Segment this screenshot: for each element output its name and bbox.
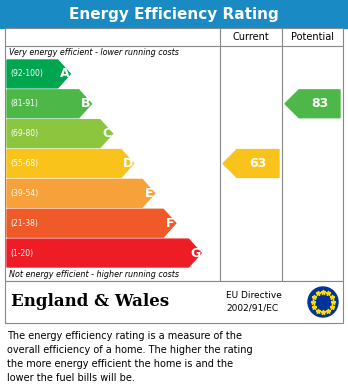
Text: Not energy efficient - higher running costs: Not energy efficient - higher running co…	[9, 270, 179, 279]
Polygon shape	[7, 150, 134, 178]
Text: Very energy efficient - lower running costs: Very energy efficient - lower running co…	[9, 48, 179, 57]
Text: EU Directive
2002/91/EC: EU Directive 2002/91/EC	[226, 291, 282, 313]
Text: Potential: Potential	[291, 32, 334, 42]
Polygon shape	[7, 179, 155, 207]
Bar	[5, 281, 343, 323]
Text: 83: 83	[311, 97, 328, 110]
Bar	[5, 28, 343, 281]
Text: (39-54): (39-54)	[10, 189, 38, 198]
Text: D: D	[123, 157, 133, 170]
Text: G: G	[190, 247, 200, 260]
Text: Energy Efficiency Rating: Energy Efficiency Rating	[69, 7, 279, 22]
Text: (81-91): (81-91)	[10, 99, 38, 108]
Text: Current: Current	[232, 32, 269, 42]
Text: C: C	[102, 127, 111, 140]
Polygon shape	[223, 150, 279, 178]
Text: F: F	[166, 217, 174, 230]
Text: The energy efficiency rating is a measure of the
overall efficiency of a home. T: The energy efficiency rating is a measur…	[7, 331, 253, 383]
Polygon shape	[7, 239, 201, 267]
Circle shape	[308, 287, 338, 317]
Text: A: A	[60, 67, 70, 81]
Polygon shape	[7, 90, 92, 118]
Text: (55-68): (55-68)	[10, 159, 38, 168]
Text: (69-80): (69-80)	[10, 129, 38, 138]
Text: (92-100): (92-100)	[10, 70, 43, 79]
Bar	[0, 0, 348, 28]
Text: England & Wales: England & Wales	[11, 294, 169, 310]
Polygon shape	[285, 90, 340, 118]
Text: B: B	[81, 97, 90, 110]
Text: (1-20): (1-20)	[10, 249, 33, 258]
Polygon shape	[7, 120, 112, 147]
Polygon shape	[7, 60, 70, 88]
Text: E: E	[145, 187, 153, 200]
Polygon shape	[7, 209, 176, 237]
Text: 63: 63	[249, 157, 267, 170]
Text: (21-38): (21-38)	[10, 219, 38, 228]
